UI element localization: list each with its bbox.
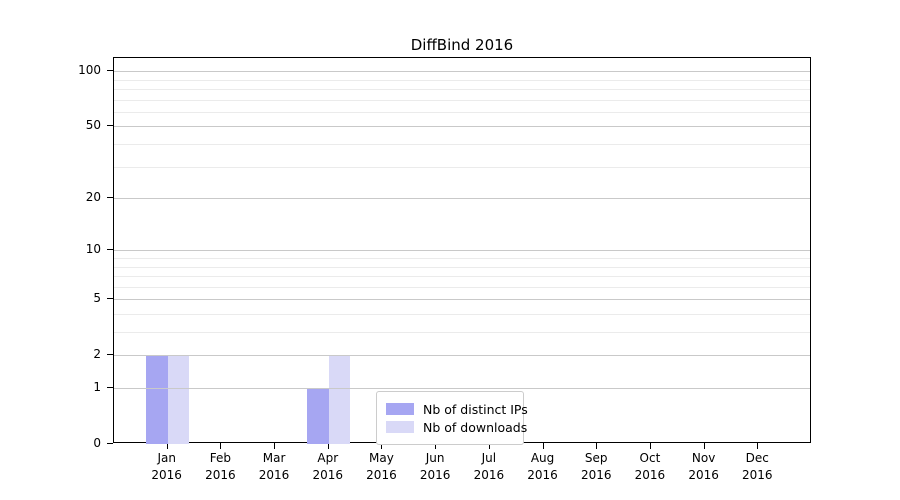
x-tick-mark [542,443,544,449]
y-tick-label: 0 [93,436,101,450]
legend: Nb of distinct IPs Nb of downloads [376,391,528,445]
y-tick-label: 5 [93,291,101,306]
x-tick-mark [488,443,490,449]
legend-swatch-downloads [386,421,414,433]
gridline-minor [114,111,810,113]
x-tick-label: Oct 2016 [634,451,666,482]
x-tick-label: Apr 2016 [312,451,344,482]
y-tick-label: 100 [78,63,101,78]
gridline-major [114,388,810,390]
gridline-minor [114,276,810,278]
y-tick-mark [107,298,113,300]
gridlines-layer [114,58,810,442]
y-tick-mark [107,125,113,127]
y-tick-label: 1 [93,380,101,395]
y-tick-mark [107,70,113,72]
gridline-minor [114,89,810,91]
gridline-minor [114,286,810,288]
y-tick-mark [107,197,113,199]
x-tick-mark [166,443,168,449]
gridline-major [114,355,810,357]
x-tick-label: Feb 2016 [205,451,236,482]
legend-item-downloads: Nb of downloads [386,419,527,435]
bars-layer [114,58,810,444]
bar-downloads [167,355,190,444]
y-tick-label: 50 [85,118,101,133]
gridline-major [114,198,810,200]
y-tick-mark [107,387,113,389]
x-tick-mark [757,443,759,449]
gridline-minor [114,332,810,334]
legend-label-distinct-ips: Nb of distinct IPs [423,401,528,417]
x-tick-mark [220,443,222,449]
x-tick-label: May 2016 [366,451,397,482]
gridline-minor [114,144,810,146]
x-tick-label: Jun 2016 [419,451,451,482]
x-tick-label: Mar 2016 [258,451,290,482]
gridline-minor [114,314,810,315]
plot-area: Nb of distinct IPs Nb of downloads [113,57,811,445]
gridline-major [114,250,810,252]
x-tick-mark [703,443,705,449]
legend-swatch-distinct-ips [386,403,414,415]
x-tick-mark [435,443,437,449]
chart-title: DiffBind 2016 [410,36,514,54]
y-tick-mark [107,443,113,444]
x-tick-mark [596,443,598,449]
legend-label-downloads: Nb of downloads [423,419,528,435]
bar-distinct-ips [146,355,168,444]
bar-distinct-ips [307,388,329,444]
x-tick-mark [327,443,329,449]
x-tick-label: Nov 2016 [688,451,719,482]
x-tick-label: Jan 2016 [151,451,182,482]
bar-downloads [328,355,351,444]
gridline-minor [114,79,810,81]
legend-item-distinct-ips: Nb of distinct IPs [386,401,528,417]
gridline-major [114,299,810,301]
gridline-minor [114,258,810,260]
y-tick-mark [107,249,113,251]
y-tick-label: 2 [93,347,101,362]
x-tick-label: Aug 2016 [527,451,558,482]
x-tick-mark [381,443,383,449]
x-tick-mark [649,443,651,449]
gridline-major [114,71,810,73]
x-tick-label: Sep 2016 [580,451,612,482]
x-tick-mark [274,443,276,449]
gridline-minor [114,99,810,101]
x-tick-label: Jul 2016 [473,451,505,482]
x-tick-label: Dec 2016 [742,451,773,482]
gridline-minor [114,166,810,168]
gridline-major [114,126,810,128]
y-tick-mark [107,354,113,356]
y-tick-label: 10 [85,242,101,257]
y-tick-label: 20 [85,190,101,205]
gridline-minor [114,266,810,268]
